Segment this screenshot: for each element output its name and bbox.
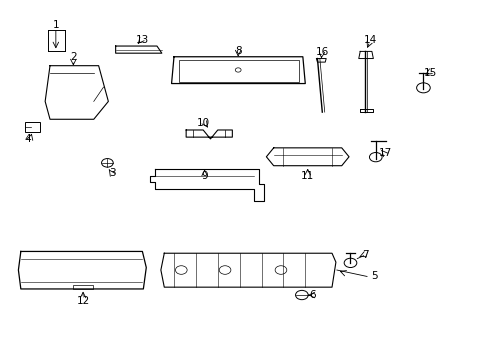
Bar	[179, 60, 299, 82]
Text: 6: 6	[308, 290, 315, 300]
Text: 13: 13	[136, 35, 149, 45]
Bar	[73, 285, 93, 289]
Text: 5: 5	[371, 271, 377, 282]
Text: 7: 7	[361, 250, 367, 260]
Text: 11: 11	[301, 171, 314, 181]
Text: 9: 9	[201, 171, 207, 181]
Text: 15: 15	[423, 68, 436, 78]
Text: 3: 3	[109, 168, 115, 178]
Text: 8: 8	[234, 46, 241, 56]
Text: 17: 17	[378, 148, 391, 158]
Text: 1: 1	[52, 19, 59, 30]
Text: 12: 12	[76, 296, 89, 306]
Text: 14: 14	[364, 35, 377, 45]
Bar	[25, 122, 40, 132]
Text: 2: 2	[70, 52, 77, 62]
Text: 4: 4	[25, 134, 31, 144]
Text: 10: 10	[196, 118, 209, 128]
Text: 16: 16	[315, 47, 328, 57]
